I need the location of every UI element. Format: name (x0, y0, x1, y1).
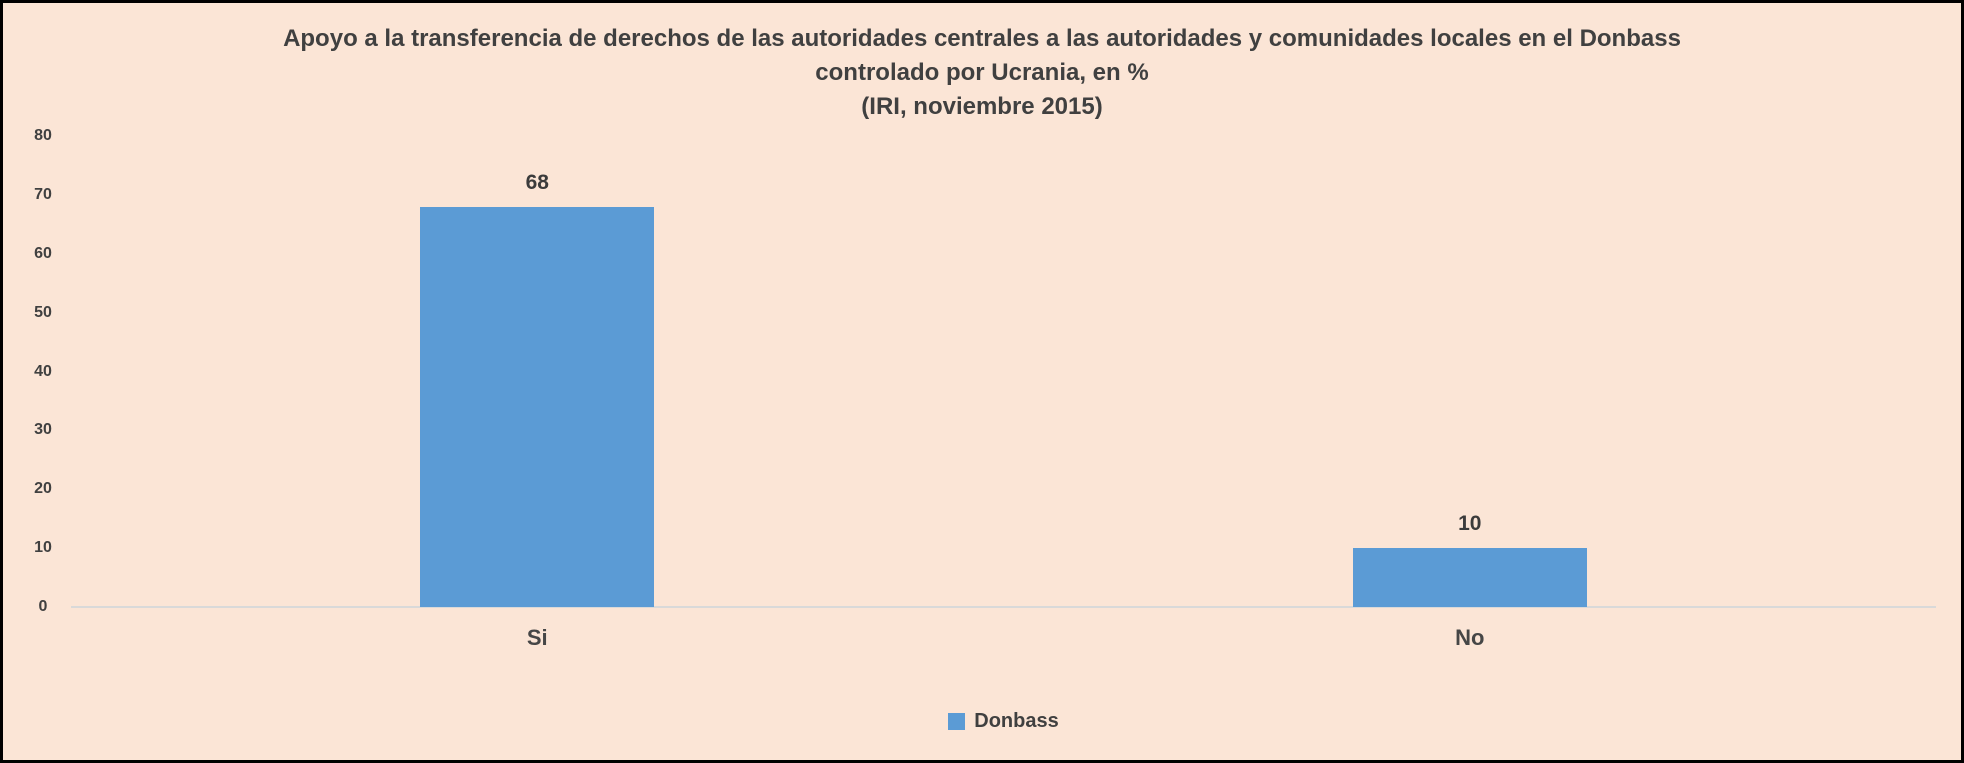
y-axis-tick-label: 80 (34, 127, 52, 144)
y-axis-tick-label: 0 (38, 598, 48, 615)
y-axis-tick-label: 30 (34, 421, 52, 439)
x-axis-category-label: Si (526, 625, 548, 650)
data-label: 68 (525, 170, 549, 194)
chart-title-line-3: (IRI, noviembre 2015) (861, 93, 1103, 120)
legend: Donbass (71, 709, 1936, 733)
x-axis-category-label: No (1455, 625, 1485, 650)
y-axis-tick-label: 50 (34, 303, 52, 321)
data-label: 10 (1458, 512, 1482, 536)
y-axis-tick-label: 40 (34, 362, 52, 380)
y-axis-tick-label: 10 (34, 539, 52, 557)
chart-title: Apoyo a la transferencia de derechos de … (3, 22, 1961, 124)
bar-si (420, 206, 655, 607)
bar-no (1352, 548, 1587, 607)
legend-marker-square-icon (948, 712, 966, 730)
y-axis-tick-label: 70 (34, 185, 52, 203)
x-axis-line (71, 606, 1936, 608)
chart-title-line-2: controlado por Ucrania, en % (815, 59, 1149, 86)
chart-title-line-1: Apoyo a la transferencia de derechos de … (283, 25, 1681, 52)
legend-label: Donbass (974, 710, 1059, 732)
y-axis-tick-label: 20 (34, 480, 52, 498)
chart-layer: 0 10 20 30 40 50 60 70 80 68 Si 10 No (3, 3, 1961, 760)
y-axis-tick-label: 60 (34, 244, 52, 262)
